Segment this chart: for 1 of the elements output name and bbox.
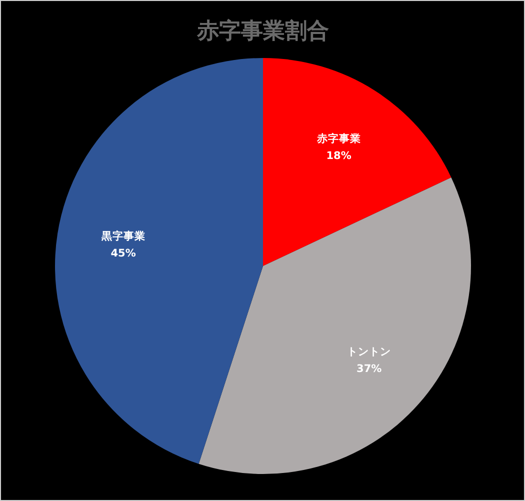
title: 赤字事業割合 <box>197 19 329 44</box>
